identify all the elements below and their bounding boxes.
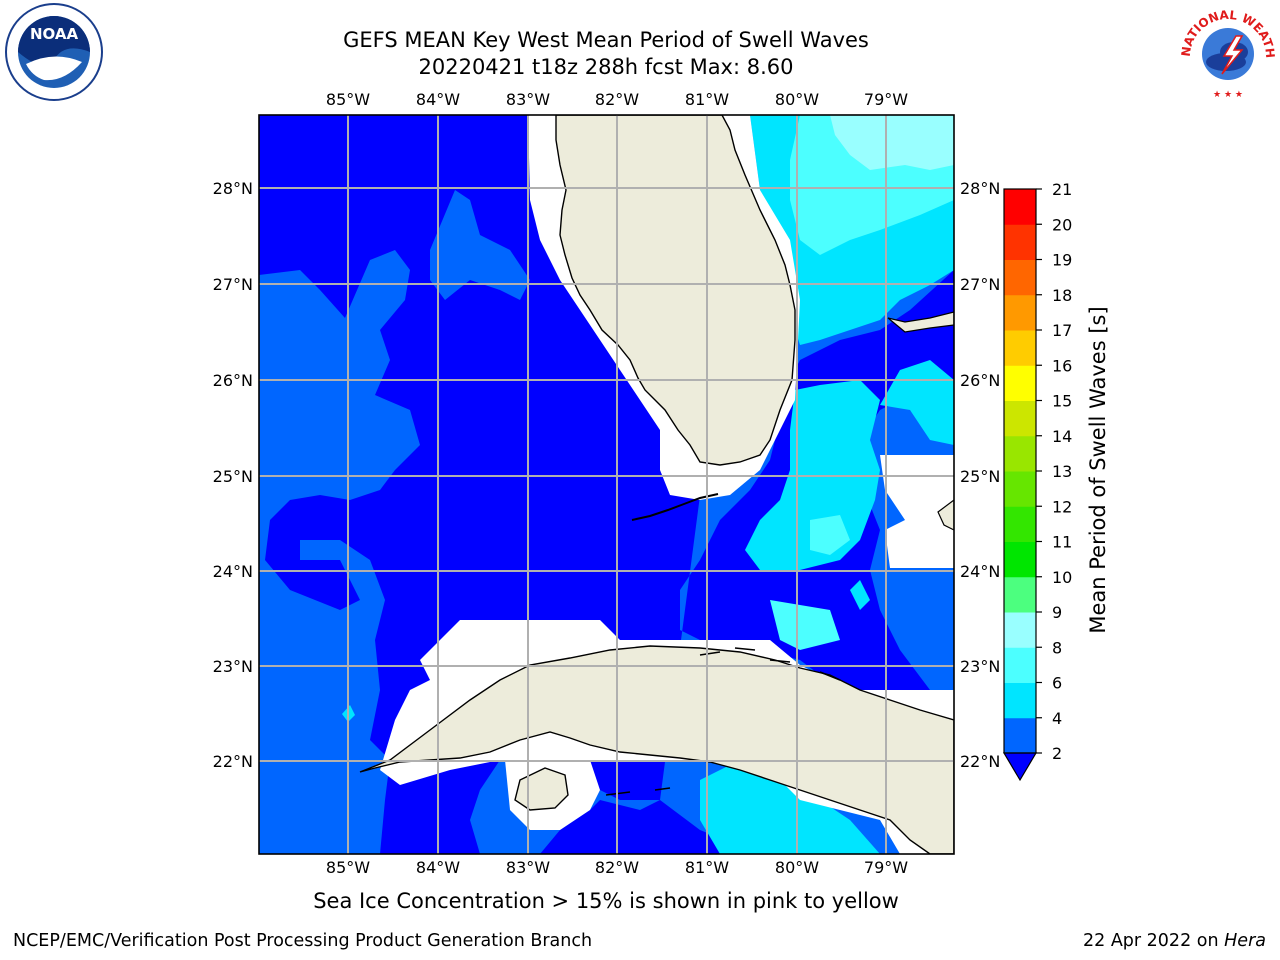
colorbar-tick-label: 14 bbox=[1052, 427, 1072, 446]
colorbar-band bbox=[1004, 717, 1036, 754]
colorbar-band bbox=[1004, 294, 1036, 331]
footer-credit: NCEP/EMC/Verification Post Processing Pr… bbox=[13, 931, 593, 951]
sea-ice-note: Sea Ice Concentration > 15% is shown in … bbox=[313, 889, 899, 913]
swell-field-4-6-north bbox=[430, 190, 530, 300]
colorbar-tick-label: 2 bbox=[1052, 744, 1062, 763]
land-florida bbox=[555, 115, 796, 466]
land-bahamas bbox=[887, 311, 954, 333]
land-andros bbox=[937, 499, 954, 531]
colorbar-band bbox=[1004, 224, 1036, 260]
lat-label: 23°N bbox=[213, 657, 253, 676]
lat-label: 23°N bbox=[960, 657, 1000, 676]
lat-label: 28°N bbox=[960, 179, 1000, 198]
swell-field-6-8-c bbox=[880, 360, 954, 445]
lat-label: 27°N bbox=[960, 275, 1000, 294]
colorbar-band bbox=[1004, 576, 1036, 613]
colorbar-label: Mean Period of Swell Waves [s] bbox=[1086, 306, 1110, 634]
lon-label: 80°W bbox=[775, 90, 819, 109]
colorbar-tick-label: 11 bbox=[1052, 533, 1072, 552]
colorbar-band bbox=[1004, 330, 1036, 366]
colorbar-tick-label: 10 bbox=[1052, 568, 1072, 587]
lon-label: 84°W bbox=[416, 858, 460, 877]
svg-text:NOAA: NOAA bbox=[30, 25, 79, 43]
footer-host: Hera bbox=[1224, 931, 1266, 951]
lat-label: 25°N bbox=[960, 467, 1000, 486]
lon-labels-top: 85°W 84°W 83°W 82°W 81°W 80°W 79°W bbox=[326, 90, 908, 109]
map-frame bbox=[258, 114, 955, 855]
colorbar-tick-label: 16 bbox=[1052, 356, 1072, 375]
noaa-logo: NOAA bbox=[5, 3, 103, 101]
swell-field-8-9-c bbox=[770, 600, 840, 650]
colorbar-tick-label: 21 bbox=[1052, 180, 1072, 199]
colorbar-extend bbox=[1002, 752, 1038, 782]
lat-label: 22°N bbox=[213, 752, 253, 771]
colorbar-tick-label: 18 bbox=[1052, 286, 1072, 305]
lat-labels-left: 28°N 27°N 26°N 25°N 24°N 23°N 22°N bbox=[213, 179, 253, 771]
lon-label: 79°W bbox=[864, 858, 908, 877]
map-plot bbox=[259, 115, 954, 854]
lat-label: 24°N bbox=[213, 562, 253, 581]
lat-label: 25°N bbox=[213, 467, 253, 486]
colorbar-tick-label: 13 bbox=[1052, 462, 1072, 481]
lon-label: 85°W bbox=[326, 90, 370, 109]
colorbar-band bbox=[1004, 612, 1036, 648]
nws-logo: NATIONAL WEATHER SERVICE ★ ★ ★ bbox=[1178, 2, 1277, 100]
swell-field-9-10 bbox=[830, 115, 954, 170]
swell-field-4-6-west bbox=[259, 250, 420, 854]
colorbar-band bbox=[1004, 435, 1036, 472]
land-cuba bbox=[359, 645, 954, 854]
swell-field-6-8-f bbox=[850, 580, 870, 610]
swell-field-8-9-b bbox=[810, 515, 850, 555]
lat-labels-right: 28°N 27°N 26°N 25°N 24°N 23°N 22°N bbox=[960, 179, 1000, 771]
colorbar-tick-label: 19 bbox=[1052, 251, 1072, 270]
lon-label: 83°W bbox=[506, 90, 550, 109]
colorbar-ticks: 2 4 6 8 9 10 11 12 13 14 15 16 17 18 19 20 21 bbox=[1036, 180, 1072, 763]
colorbar-tick-label: 4 bbox=[1052, 709, 1062, 728]
colorbar-band bbox=[1004, 541, 1036, 578]
lon-label: 81°W bbox=[685, 90, 729, 109]
colorbar-tick-label: 8 bbox=[1052, 638, 1062, 657]
chart-title: GEFS MEAN Key West Mean Period of Swell … bbox=[343, 28, 869, 52]
colorbar-band bbox=[1004, 506, 1036, 542]
no-data-bahamas bbox=[880, 455, 954, 568]
lon-label: 80°W bbox=[775, 858, 819, 877]
colorbar-tick-label: 6 bbox=[1052, 674, 1062, 693]
lon-label: 84°W bbox=[416, 90, 460, 109]
colorbar bbox=[1002, 188, 1038, 782]
colorbar-band bbox=[1004, 189, 1036, 225]
lat-label: 27°N bbox=[213, 275, 253, 294]
lon-label: 82°W bbox=[595, 90, 639, 109]
map-gridlines bbox=[259, 115, 954, 854]
colorbar-band bbox=[1004, 471, 1036, 507]
colorbar-tick-label: 15 bbox=[1052, 392, 1072, 411]
swell-field-6-8-d bbox=[700, 760, 880, 854]
colorbar-band bbox=[1004, 682, 1036, 719]
footer-date-text: 22 Apr 2022 on bbox=[1083, 931, 1225, 951]
svg-text:★ ★ ★: ★ ★ ★ bbox=[1213, 90, 1243, 100]
colorbar-band bbox=[1004, 400, 1036, 437]
colorbar-band bbox=[1004, 365, 1036, 401]
lat-label: 28°N bbox=[213, 179, 253, 198]
lon-label: 81°W bbox=[685, 858, 729, 877]
footer-date: 22 Apr 2022 on Hera bbox=[1083, 931, 1266, 951]
colorbar-band bbox=[1004, 259, 1036, 296]
lon-label: 83°W bbox=[506, 858, 550, 877]
chart-subtitle: 20220421 t18z 288h fcst Max: 8.60 bbox=[418, 55, 794, 79]
lon-label: 85°W bbox=[326, 858, 370, 877]
colorbar-tick-label: 12 bbox=[1052, 497, 1072, 516]
lat-label: 24°N bbox=[960, 562, 1000, 581]
colorbar-tick-label: 17 bbox=[1052, 321, 1072, 340]
lat-label: 26°N bbox=[213, 371, 253, 390]
colorbar-tick-label: 9 bbox=[1052, 603, 1062, 622]
colorbar-tick-label: 20 bbox=[1052, 215, 1072, 234]
lon-label: 82°W bbox=[595, 858, 639, 877]
lon-labels-bottom: 85°W 84°W 83°W 82°W 81°W 80°W 79°W bbox=[326, 858, 908, 877]
colorbar-band bbox=[1004, 647, 1036, 683]
lon-label: 79°W bbox=[864, 90, 908, 109]
florida-keys bbox=[631, 493, 719, 521]
lat-label: 22°N bbox=[960, 752, 1000, 771]
lat-label: 26°N bbox=[960, 371, 1000, 390]
cuba-keys bbox=[605, 647, 841, 796]
